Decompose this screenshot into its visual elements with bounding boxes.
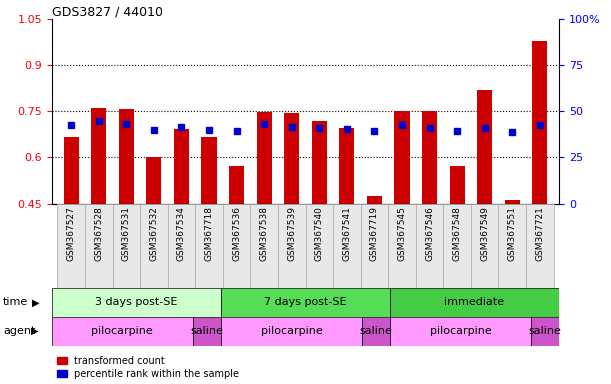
Bar bbox=[333, 204, 360, 288]
Bar bbox=[306, 204, 333, 288]
Bar bbox=[257, 112, 272, 204]
Text: saline: saline bbox=[529, 326, 562, 336]
Text: GSM367551: GSM367551 bbox=[508, 206, 517, 261]
Text: GDS3827 / 44010: GDS3827 / 44010 bbox=[52, 5, 163, 18]
Bar bbox=[57, 204, 85, 288]
Bar bbox=[119, 109, 134, 204]
Bar bbox=[388, 204, 415, 288]
Bar bbox=[390, 288, 559, 317]
Text: GSM367532: GSM367532 bbox=[150, 206, 158, 261]
Text: GSM367540: GSM367540 bbox=[315, 206, 324, 261]
Bar bbox=[221, 288, 390, 317]
Bar bbox=[422, 111, 437, 204]
Text: GSM367719: GSM367719 bbox=[370, 206, 379, 261]
Text: ▶: ▶ bbox=[31, 326, 38, 336]
Bar bbox=[450, 166, 465, 204]
Bar bbox=[52, 288, 221, 317]
Bar bbox=[471, 204, 499, 288]
Bar bbox=[140, 204, 167, 288]
Bar bbox=[362, 317, 390, 346]
Bar bbox=[360, 204, 388, 288]
Text: time: time bbox=[3, 297, 28, 308]
Text: GSM367548: GSM367548 bbox=[453, 206, 461, 261]
Bar bbox=[284, 113, 299, 204]
Text: GSM367539: GSM367539 bbox=[287, 206, 296, 261]
Text: pilocarpine: pilocarpine bbox=[260, 326, 322, 336]
Bar bbox=[193, 317, 221, 346]
Text: 3 days post-SE: 3 days post-SE bbox=[95, 297, 178, 308]
Bar bbox=[312, 121, 327, 204]
Legend: transformed count, percentile rank within the sample: transformed count, percentile rank withi… bbox=[57, 356, 240, 379]
Text: GSM367541: GSM367541 bbox=[342, 206, 351, 261]
Text: ▶: ▶ bbox=[32, 297, 39, 308]
Text: GSM367549: GSM367549 bbox=[480, 206, 489, 261]
Bar bbox=[444, 204, 471, 288]
Bar bbox=[196, 204, 223, 288]
Bar bbox=[532, 41, 547, 204]
Bar bbox=[251, 204, 278, 288]
Text: GSM367538: GSM367538 bbox=[260, 206, 269, 261]
Bar bbox=[415, 204, 444, 288]
Text: GSM367721: GSM367721 bbox=[535, 206, 544, 261]
Bar bbox=[505, 200, 520, 204]
Text: immediate: immediate bbox=[444, 297, 505, 308]
Text: GSM367545: GSM367545 bbox=[398, 206, 406, 261]
Text: pilocarpine: pilocarpine bbox=[430, 326, 491, 336]
Bar bbox=[339, 128, 354, 204]
Text: 7 days post-SE: 7 days post-SE bbox=[264, 297, 347, 308]
Bar bbox=[174, 129, 189, 204]
Bar bbox=[223, 204, 251, 288]
Bar bbox=[390, 317, 531, 346]
Text: GSM367536: GSM367536 bbox=[232, 206, 241, 261]
Bar bbox=[229, 166, 244, 204]
Bar bbox=[278, 204, 306, 288]
Text: saline: saline bbox=[191, 326, 224, 336]
Text: agent: agent bbox=[3, 326, 35, 336]
Text: saline: saline bbox=[359, 326, 392, 336]
Bar bbox=[531, 317, 559, 346]
Bar bbox=[526, 204, 554, 288]
Bar bbox=[64, 137, 79, 204]
Text: GSM367534: GSM367534 bbox=[177, 206, 186, 261]
Bar bbox=[394, 111, 409, 204]
Bar bbox=[85, 204, 112, 288]
Bar bbox=[221, 317, 362, 346]
Bar bbox=[52, 317, 193, 346]
Bar bbox=[367, 196, 382, 204]
Text: pilocarpine: pilocarpine bbox=[92, 326, 153, 336]
Bar bbox=[499, 204, 526, 288]
Text: GSM367718: GSM367718 bbox=[205, 206, 213, 261]
Text: GSM367527: GSM367527 bbox=[67, 206, 76, 261]
Bar bbox=[167, 204, 196, 288]
Text: GSM367528: GSM367528 bbox=[94, 206, 103, 261]
Text: GSM367531: GSM367531 bbox=[122, 206, 131, 261]
Bar bbox=[477, 90, 492, 204]
Bar bbox=[91, 108, 106, 204]
Bar bbox=[112, 204, 140, 288]
Text: GSM367546: GSM367546 bbox=[425, 206, 434, 261]
Bar bbox=[202, 137, 217, 204]
Bar bbox=[146, 157, 161, 204]
